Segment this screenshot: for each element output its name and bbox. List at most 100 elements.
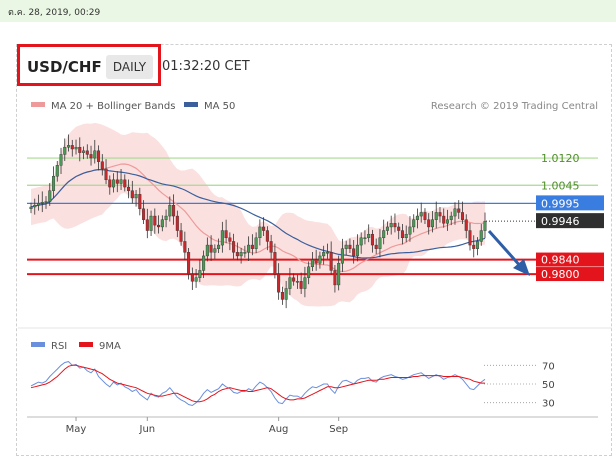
candle-body — [228, 237, 232, 242]
candle-body — [179, 230, 183, 242]
candle-body — [190, 273, 194, 282]
candle-body — [48, 190, 52, 202]
candle-body — [127, 186, 131, 191]
candle-body — [202, 255, 206, 271]
candle-body — [89, 154, 93, 159]
candle-body — [93, 150, 97, 159]
candle-body — [187, 252, 191, 275]
candle-body — [250, 244, 254, 249]
candle-body — [430, 219, 434, 228]
candle-body — [254, 237, 258, 249]
candle-body — [314, 259, 318, 264]
candle-body — [51, 175, 56, 191]
candle-body — [104, 168, 108, 181]
bollinger-bands — [31, 122, 485, 307]
candle-body — [322, 252, 326, 257]
candle-body — [82, 150, 86, 153]
pivot-label-box — [536, 195, 604, 211]
candle-body — [213, 248, 217, 253]
candle-body — [67, 145, 71, 148]
date-stamp: ต.ค. 28, 2019, 00:29 — [8, 8, 101, 18]
candle-body — [457, 208, 461, 213]
candle-body — [262, 226, 266, 231]
candle-body — [33, 204, 37, 208]
bollinger-band-fill — [31, 122, 485, 307]
candle-body — [70, 145, 74, 150]
candle-body — [265, 230, 269, 242]
rsi-line — [30, 361, 486, 407]
candle-body — [445, 219, 449, 224]
candle-body — [224, 230, 228, 239]
candle-body — [374, 244, 378, 249]
date-bar: ต.ค. 28, 2019, 00:29 — [0, 0, 616, 22]
candle-body — [277, 273, 281, 293]
candle-body — [123, 179, 127, 188]
candle-body — [258, 226, 262, 239]
candle-body — [247, 244, 251, 253]
x-tick-label: Sep — [329, 424, 348, 435]
support-label-box — [536, 252, 604, 267]
candle-body — [438, 212, 442, 217]
candle-body — [449, 215, 453, 220]
candle-body — [453, 208, 457, 217]
candle-body — [295, 281, 299, 283]
candle-body — [415, 215, 419, 220]
candle-body — [194, 277, 198, 282]
candle-body — [475, 241, 480, 249]
candle-body — [157, 224, 161, 228]
candle-body — [149, 215, 153, 231]
candle-body — [142, 208, 146, 220]
candle-body — [85, 150, 89, 155]
candle-body — [198, 270, 202, 278]
candle-body — [59, 154, 63, 166]
candle-body — [220, 230, 224, 246]
candle-body — [423, 212, 427, 220]
candle-body — [333, 270, 337, 286]
candle-body — [138, 194, 142, 210]
pair-highlight-box — [17, 44, 161, 86]
credit-text: Research © 2019 Trading Central — [431, 101, 598, 112]
candle-body — [209, 244, 213, 253]
candle-body — [419, 212, 423, 217]
candle-body — [442, 215, 446, 224]
candle-body — [385, 226, 389, 231]
rsi-panel: 70 50 30 — [30, 361, 555, 410]
candle-body — [183, 241, 187, 253]
candle-body — [269, 241, 273, 253]
candle-body — [307, 266, 311, 278]
candle-body — [172, 204, 176, 217]
candle-body — [280, 291, 284, 300]
pivot-label: 0.9995 — [541, 197, 580, 210]
candle-body — [427, 219, 431, 228]
candle-body — [78, 146, 82, 153]
candle-body — [468, 230, 472, 246]
candle-body — [348, 244, 352, 249]
candle-body — [112, 179, 116, 188]
timeframe-button[interactable]: DAILY — [106, 55, 153, 79]
candle-body — [299, 281, 303, 289]
candles — [29, 134, 487, 309]
resistance-label: 1.0045 — [541, 179, 580, 192]
candle-body — [168, 204, 172, 217]
x-tick-label: Aug — [269, 424, 289, 435]
rsi-tick-label: 50 — [542, 380, 555, 391]
candle-body — [363, 237, 367, 240]
candle-body — [340, 248, 344, 264]
candle-body — [460, 212, 465, 220]
candle-body — [367, 233, 371, 239]
candle-body — [288, 277, 292, 289]
candle-body — [160, 219, 164, 228]
candle-body — [310, 259, 314, 268]
last-price-label: 0.9946 — [541, 215, 580, 228]
x-tick-label: May — [66, 424, 87, 435]
ma9-line — [30, 364, 485, 403]
candle-body — [434, 212, 438, 220]
candle-body — [205, 244, 209, 257]
resistance-label: 1.0120 — [541, 152, 580, 165]
candle-body — [382, 230, 386, 239]
rsi-tick-label: 30 — [542, 399, 555, 410]
candle-body — [164, 215, 168, 220]
candle-body — [303, 277, 307, 289]
candle-body — [217, 244, 221, 249]
